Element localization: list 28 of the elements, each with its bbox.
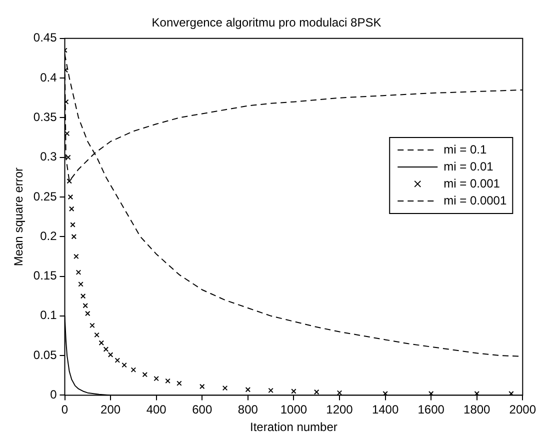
- x-tick-label: 2000: [509, 402, 536, 417]
- x-tick-label: 0: [61, 402, 68, 417]
- legend-label: mi = 0.0001: [444, 193, 507, 208]
- x-tick-label: 1000: [280, 402, 308, 417]
- x-tick-label: 1800: [464, 402, 491, 417]
- x-tick-label: 1600: [418, 402, 445, 417]
- y-tick-label: 0.1: [40, 308, 58, 322]
- x-tick-label: 1400: [372, 402, 399, 417]
- legend-label: mi = 0.001: [444, 176, 500, 190]
- chart-title: Konvergence algoritmu pro modulaci 8PSK: [152, 16, 382, 30]
- x-tick-label: 600: [192, 402, 212, 417]
- y-tick-label: 0.05: [33, 348, 58, 362]
- x-tick-label: 400: [146, 402, 167, 417]
- legend-label: mi = 0.01: [444, 159, 494, 174]
- y-tick-label: 0: [50, 388, 58, 402]
- legend-label: mi = 0.1: [444, 142, 487, 156]
- y-tick-label: 0.45: [33, 30, 58, 45]
- x-axis-title: Iteration number: [250, 420, 338, 434]
- x-tick-label: 200: [100, 402, 121, 417]
- y-tick-label: 0.4: [40, 70, 58, 84]
- x-tick-label: 1200: [326, 402, 354, 417]
- y-axis-title: Mean square error: [12, 167, 26, 266]
- x-tick-label: 800: [238, 402, 258, 417]
- y-tick-label: 0.35: [33, 110, 58, 124]
- y-tick-label: 0.15: [33, 268, 58, 283]
- y-tick-label: 0.2: [40, 228, 58, 243]
- y-tick-label: 0.25: [33, 189, 58, 204]
- y-tick-label: 0.3: [40, 150, 58, 164]
